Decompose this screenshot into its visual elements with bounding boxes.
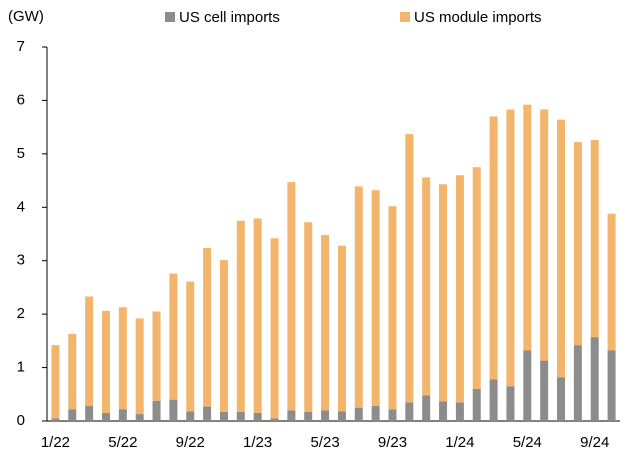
bar-segment bbox=[573, 142, 582, 346]
bar-segment bbox=[354, 407, 363, 421]
x-tick-label: 5/23 bbox=[310, 434, 339, 451]
bar-segment bbox=[354, 186, 363, 408]
bar-segment bbox=[523, 350, 532, 421]
bar-segment bbox=[152, 311, 161, 401]
bar-segment bbox=[523, 104, 532, 351]
x-tick-label: 9/22 bbox=[176, 434, 205, 451]
bar-segment bbox=[169, 273, 178, 400]
bar-segment bbox=[321, 410, 330, 421]
bar-segment bbox=[101, 412, 110, 421]
bar-segment bbox=[371, 190, 380, 407]
bar-segment bbox=[169, 399, 178, 421]
legend-label: US module imports bbox=[414, 9, 542, 26]
y-tick-label: 3 bbox=[17, 252, 25, 269]
bar-segment bbox=[472, 167, 481, 389]
bar-segment bbox=[219, 260, 228, 412]
bar-segment bbox=[118, 307, 127, 410]
x-tick-label: 1/24 bbox=[445, 434, 474, 451]
bar-segment bbox=[557, 377, 566, 421]
bar-segment bbox=[506, 109, 515, 387]
bar-segment bbox=[270, 418, 279, 421]
bar-segment bbox=[321, 235, 330, 411]
bar-segment bbox=[85, 296, 94, 407]
y-tick-label: 7 bbox=[17, 38, 25, 55]
bar-segment bbox=[489, 116, 498, 380]
bar-segment bbox=[388, 409, 397, 421]
bar-segment bbox=[540, 109, 549, 361]
bar-segment bbox=[270, 238, 279, 419]
bar-segment bbox=[455, 175, 464, 403]
bar-segment bbox=[607, 213, 616, 351]
bar-segment bbox=[186, 411, 195, 421]
bar-segment bbox=[607, 350, 616, 421]
y-tick-label: 6 bbox=[17, 91, 25, 108]
x-tick-label: 9/24 bbox=[580, 434, 609, 451]
bar-segment bbox=[405, 134, 414, 403]
bar-segment bbox=[118, 409, 127, 421]
x-tick-label: 5/22 bbox=[108, 434, 137, 451]
bar-segment bbox=[135, 318, 144, 415]
bar-segment bbox=[422, 177, 431, 396]
y-tick-label: 4 bbox=[17, 198, 25, 215]
y-tick-label: 0 bbox=[17, 412, 25, 429]
bar-segment bbox=[573, 345, 582, 421]
bar-segment bbox=[371, 406, 380, 421]
bar-segment bbox=[51, 418, 60, 421]
legend-swatch bbox=[165, 12, 175, 22]
legend-swatch bbox=[400, 12, 410, 22]
legend-label: US cell imports bbox=[179, 9, 280, 26]
bar-segment bbox=[405, 402, 414, 421]
bar-segment bbox=[287, 410, 296, 421]
bar-segment bbox=[236, 411, 245, 421]
bar-segment bbox=[219, 411, 228, 421]
bar-segment bbox=[186, 281, 195, 412]
x-tick-label: 9/23 bbox=[378, 434, 407, 451]
bar-segment bbox=[472, 388, 481, 421]
bar-segment bbox=[388, 206, 397, 410]
bar-segment bbox=[590, 337, 599, 421]
bar-segment bbox=[557, 119, 566, 378]
bar-segment bbox=[304, 411, 313, 421]
bar-segment bbox=[590, 139, 599, 338]
bar-segment bbox=[304, 222, 313, 412]
bar-segment bbox=[337, 245, 346, 412]
bar-segment bbox=[253, 412, 262, 421]
bar-segment bbox=[68, 409, 77, 421]
bar-segment bbox=[236, 220, 245, 412]
y-tick-label: 2 bbox=[17, 305, 25, 322]
x-tick-label: 5/24 bbox=[513, 434, 542, 451]
bar-segment bbox=[135, 414, 144, 421]
bar-segment bbox=[253, 218, 262, 413]
bar-segment bbox=[439, 184, 448, 402]
bar-segment bbox=[287, 182, 296, 411]
bar-segment bbox=[439, 401, 448, 421]
bar-segment bbox=[337, 411, 346, 421]
bar-segment bbox=[203, 247, 212, 407]
bar-segment bbox=[152, 400, 161, 421]
bar-segment bbox=[506, 386, 515, 421]
x-tick-label: 1/23 bbox=[243, 434, 272, 451]
bar-segment bbox=[51, 345, 60, 419]
bar-segment bbox=[203, 406, 212, 421]
bar-segment bbox=[68, 333, 77, 410]
y-axis-label: (GW) bbox=[8, 8, 44, 25]
y-tick-label: 1 bbox=[17, 359, 25, 376]
bar-segment bbox=[489, 379, 498, 421]
y-tick-label: 5 bbox=[17, 145, 25, 162]
x-tick-label: 1/22 bbox=[41, 434, 70, 451]
bar-segment bbox=[540, 360, 549, 421]
bar-segment bbox=[85, 406, 94, 421]
bar-segment bbox=[455, 402, 464, 421]
bar-segment bbox=[422, 395, 431, 421]
bar-segment bbox=[101, 310, 110, 413]
